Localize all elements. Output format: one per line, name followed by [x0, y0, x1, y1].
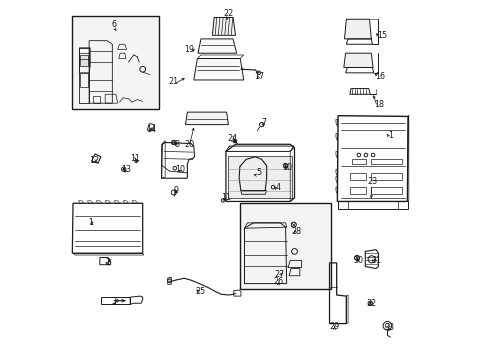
Polygon shape — [185, 112, 228, 125]
Text: 31: 31 — [370, 256, 380, 265]
Text: 10: 10 — [175, 165, 185, 174]
Text: 3: 3 — [111, 297, 116, 306]
Bar — [370, 173, 401, 180]
Bar — [370, 158, 401, 164]
Text: 33: 33 — [384, 323, 393, 332]
Text: 11: 11 — [130, 154, 140, 163]
Text: 16: 16 — [374, 72, 385, 81]
Text: 1: 1 — [387, 131, 393, 140]
Text: 26: 26 — [273, 277, 283, 286]
Text: 8: 8 — [174, 140, 179, 149]
Bar — [72, 16, 159, 109]
Circle shape — [247, 170, 258, 180]
Text: 6: 6 — [111, 20, 116, 29]
Text: 19: 19 — [183, 45, 194, 54]
Polygon shape — [198, 39, 236, 53]
Text: 14: 14 — [146, 126, 156, 135]
Text: 22: 22 — [223, 9, 233, 18]
Text: 4: 4 — [275, 183, 281, 192]
Text: 10: 10 — [282, 163, 292, 172]
Text: 11: 11 — [221, 193, 231, 202]
Polygon shape — [212, 18, 235, 35]
Circle shape — [233, 140, 236, 143]
Text: 18: 18 — [374, 100, 384, 109]
Bar — [370, 187, 401, 194]
Text: 12: 12 — [89, 156, 100, 165]
Bar — [240, 203, 330, 289]
Text: 29: 29 — [329, 322, 339, 331]
Polygon shape — [343, 53, 372, 67]
Text: 15: 15 — [376, 31, 386, 40]
Text: 1: 1 — [87, 219, 93, 228]
Text: 5: 5 — [256, 168, 261, 177]
Text: 21: 21 — [168, 77, 178, 86]
Text: 32: 32 — [366, 299, 376, 308]
Bar — [351, 158, 365, 164]
Text: 7: 7 — [261, 118, 266, 127]
Text: 27: 27 — [274, 270, 284, 279]
Text: 13: 13 — [121, 165, 131, 174]
Bar — [349, 187, 365, 194]
Text: 23: 23 — [366, 177, 377, 186]
Text: 25: 25 — [195, 287, 205, 296]
Text: 17: 17 — [253, 72, 264, 81]
Bar — [349, 173, 365, 180]
Text: 28: 28 — [291, 227, 301, 236]
Bar — [101, 297, 130, 304]
Text: 2: 2 — [105, 258, 110, 267]
Polygon shape — [193, 59, 244, 80]
Bar — [80, 55, 88, 66]
Text: 30: 30 — [352, 256, 363, 265]
Bar — [80, 73, 88, 87]
Text: 9: 9 — [173, 186, 178, 195]
Circle shape — [123, 168, 124, 170]
Text: 20: 20 — [183, 140, 194, 149]
Text: 24: 24 — [226, 134, 237, 143]
Bar — [228, 156, 291, 198]
Polygon shape — [344, 19, 370, 39]
